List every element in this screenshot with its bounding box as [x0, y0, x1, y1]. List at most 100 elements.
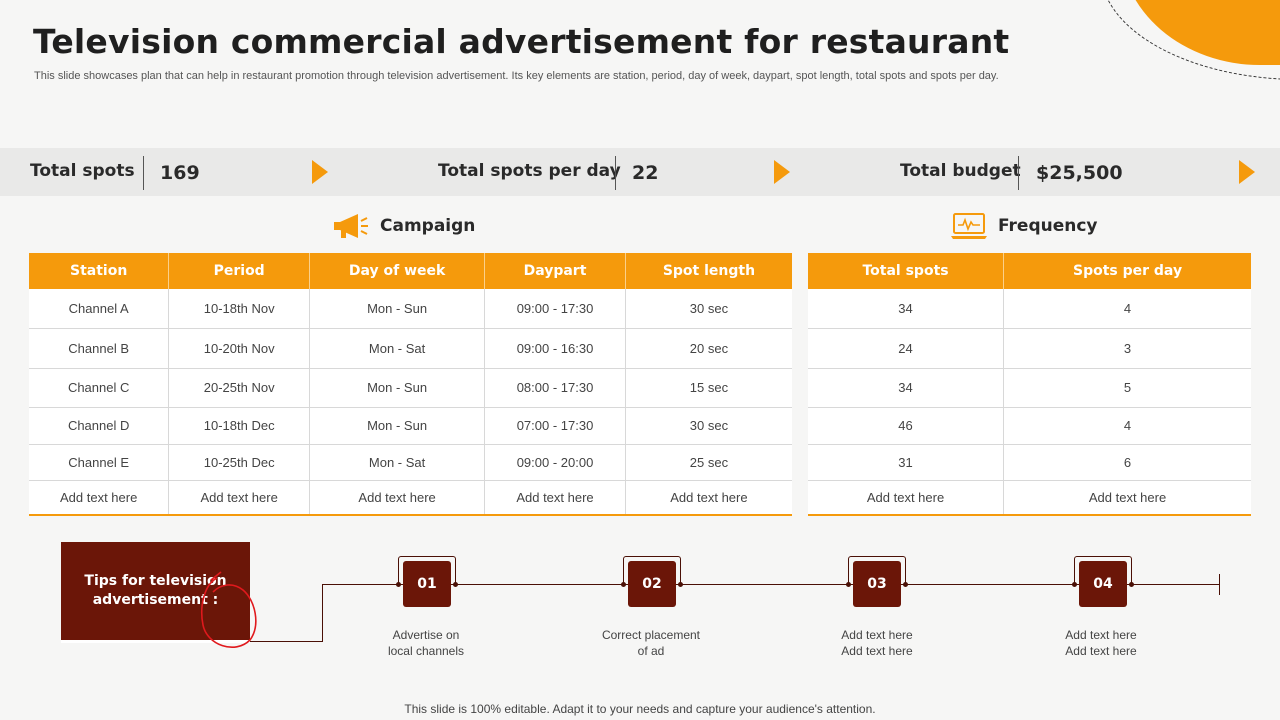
table-row: Channel C 20-25th Nov Mon - Sun 08:00 - 17:… — [29, 368, 792, 408]
table-cell: 10-20th Nov — [168, 328, 311, 369]
timeline-dot — [621, 582, 626, 587]
frequency-table: Total spots Spots per day 34 4 24 3 34 5 46 4 31 6… — [808, 253, 1251, 516]
campaign-column-header: Day of week — [309, 253, 486, 289]
tips-label: Tips for television advertisement : — [84, 573, 227, 608]
table-row: 34 4 — [808, 289, 1251, 329]
table-cell: Add text here — [625, 480, 792, 516]
step-text-02: Correct placement of ad — [601, 628, 701, 658]
table-cell: 30 sec — [625, 289, 792, 329]
campaign-column-header: Period — [168, 253, 311, 289]
step-frame — [848, 556, 906, 586]
table-row: 34 5 — [808, 368, 1251, 408]
table-cell: Add text here — [309, 480, 486, 516]
stat-divider — [1018, 156, 1019, 190]
table-cell: 09:00 - 20:00 — [484, 444, 626, 481]
timeline-dot — [846, 582, 851, 587]
stat-value: $25,500 — [1036, 162, 1123, 184]
table-cell: Channel D — [29, 407, 170, 445]
step-text-03: Add text here Add text here — [841, 628, 913, 658]
table-cell: 46 — [808, 407, 1005, 445]
table-cell: Channel E — [29, 444, 170, 481]
table-row: Channel A 10-18th Nov Mon - Sun 09:00 - 17:… — [29, 289, 792, 329]
table-cell: 20 sec — [625, 328, 792, 369]
table-cell: 34 — [808, 368, 1005, 408]
table-cell: Add text here — [168, 480, 311, 516]
laptop-chart-icon — [951, 213, 987, 239]
table-cell: Add text here — [1003, 480, 1251, 516]
table-cell: Channel B — [29, 328, 170, 369]
campaign-column-header: Daypart — [484, 253, 626, 289]
frequency-heading: Frequency — [950, 210, 1098, 242]
page-subtitle: This slide showcases plan that can help … — [34, 70, 999, 82]
timeline-line — [322, 584, 1220, 585]
stat-divider — [615, 156, 616, 190]
table-cell: Add text here — [29, 480, 170, 516]
table-cell: Channel A — [29, 289, 170, 329]
connector-line — [322, 584, 323, 642]
arrow-right-icon — [774, 160, 790, 184]
stat-total-spots: Total spots 169 — [0, 148, 330, 196]
table-row: 46 4 — [808, 407, 1251, 445]
table-row: Channel D 10-18th Dec Mon - Sun 07:00 - 17:… — [29, 407, 792, 445]
stat-label: Total spots per day — [438, 161, 621, 181]
campaign-heading: Campaign — [330, 210, 475, 242]
campaign-heading-text: Campaign — [380, 216, 476, 236]
table-cell: Mon - Sat — [309, 444, 486, 481]
campaign-table: Station Period Day of week Daypart Spot leng… — [29, 253, 792, 516]
step-frame — [1074, 556, 1132, 586]
step-badge-01: 01 — [403, 561, 451, 607]
frequency-column-header: Total spots — [808, 253, 1005, 289]
table-cell: 09:00 - 16:30 — [484, 328, 626, 369]
table-cell: 4 — [1003, 289, 1251, 329]
stat-value: 169 — [160, 162, 200, 184]
table-cell: Mon - Sat — [309, 328, 486, 369]
step-badge-02: 02 — [628, 561, 676, 607]
page-title: Television commercial advertisement for … — [33, 22, 1010, 61]
stat-value: 22 — [632, 162, 659, 184]
table-cell: 6 — [1003, 444, 1251, 481]
table-cell: Channel C — [29, 368, 170, 408]
table-cell: 10-18th Nov — [168, 289, 311, 329]
table-cell: Mon - Sun — [309, 289, 486, 329]
step-text-04: Add text here Add text here — [1065, 628, 1137, 658]
step-badge-03: 03 — [853, 561, 901, 607]
arrow-right-icon — [1239, 160, 1255, 184]
table-cell: 31 — [808, 444, 1005, 481]
table-cell: Mon - Sun — [309, 368, 486, 408]
timeline-dot — [903, 582, 908, 587]
table-cell: 15 sec — [625, 368, 792, 408]
table-cell: 08:00 - 17:30 — [484, 368, 626, 408]
campaign-column-header: Spot length — [625, 253, 792, 289]
table-row: Add text here Add text here — [808, 480, 1251, 516]
campaign-column-header: Station — [29, 253, 170, 289]
table-row: 24 3 — [808, 328, 1251, 369]
frequency-heading-text: Frequency — [998, 216, 1098, 236]
step-text-01: Advertise on local channels — [387, 628, 465, 658]
step-frame — [623, 556, 681, 586]
table-cell: 25 sec — [625, 444, 792, 481]
table-cell: 30 sec — [625, 407, 792, 445]
timeline-dot — [396, 582, 401, 587]
connector-line — [250, 641, 323, 642]
table-cell: 07:00 - 17:30 — [484, 407, 626, 445]
table-cell: 4 — [1003, 407, 1251, 445]
timeline-dot — [1129, 582, 1134, 587]
table-row: Channel E 10-25th Dec Mon - Sat 09:00 - 20:… — [29, 444, 792, 481]
stat-total-spots-per-day: Total spots per day 22 — [430, 148, 800, 196]
table-cell: 09:00 - 17:30 — [484, 289, 626, 329]
timeline-dot — [1072, 582, 1077, 587]
table-cell: 3 — [1003, 328, 1251, 369]
table-cell: 24 — [808, 328, 1005, 369]
table-cell: 10-18th Dec — [168, 407, 311, 445]
table-row: 31 6 — [808, 444, 1251, 481]
table-cell: Add text here — [808, 480, 1005, 516]
table-row: Channel B 10-20th Nov Mon - Sat 09:00 - 16:… — [29, 328, 792, 369]
step-frame — [398, 556, 456, 586]
stats-band: Total spots 169 Total spots per day 22 T… — [0, 148, 1280, 196]
table-cell: Mon - Sun — [309, 407, 486, 445]
table-row: Add text here Add text here Add text here A… — [29, 480, 792, 516]
table-cell: 10-25th Dec — [168, 444, 311, 481]
table-cell: 5 — [1003, 368, 1251, 408]
timeline-end-cap — [1219, 574, 1220, 595]
stat-label: Total spots — [30, 161, 135, 181]
